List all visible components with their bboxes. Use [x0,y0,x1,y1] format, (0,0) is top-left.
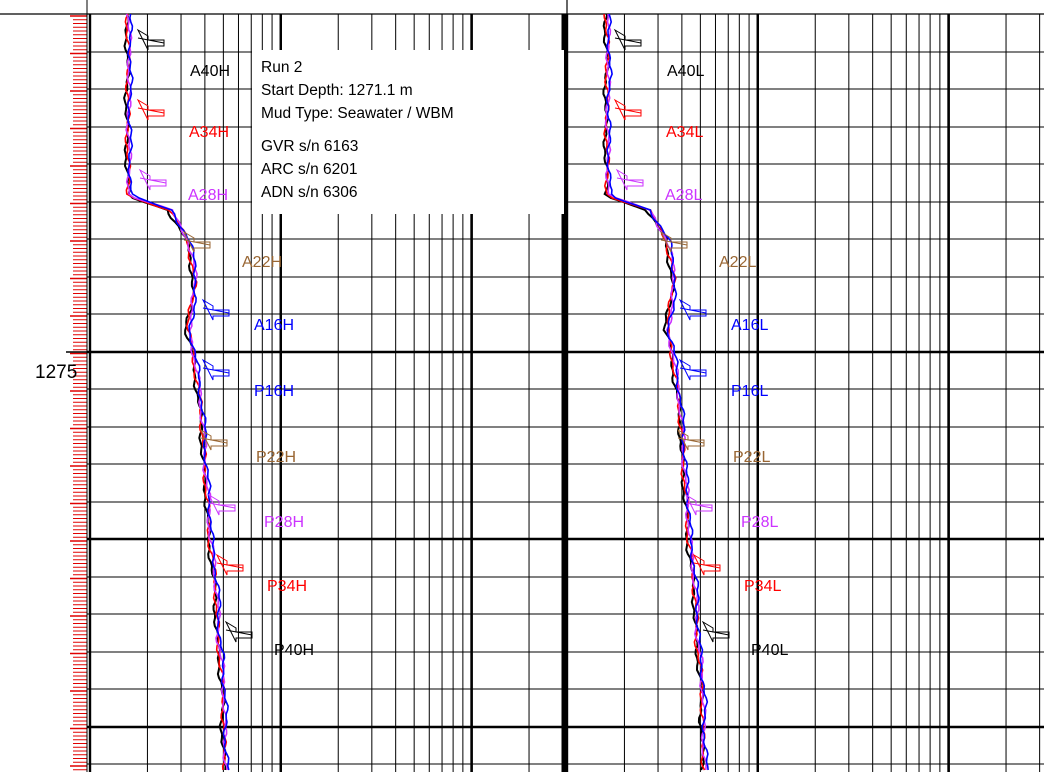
log-curve [605,13,709,771]
curve-label: P28L [741,514,778,531]
log-curve [602,13,706,771]
annotation-line: Run 2 [261,59,302,76]
curve-marker-line [679,367,707,374]
curve-marker-line [139,177,167,184]
curve-marker-line [660,239,688,246]
curve-label: P34H [267,578,307,595]
curve-marker-line [225,629,253,636]
curve-marker-line [685,502,713,509]
curve-label: A34H [189,124,229,141]
curve-label: A34L [666,124,703,141]
curve-label: P34L [744,578,781,595]
log-curve [126,13,230,771]
curve-label: A22H [242,254,282,271]
annotation-box: Run 2 Start Depth: 1271.1 m Mud Type: Se… [252,50,564,214]
curve-label: P40L [751,642,788,659]
annotation-line: Start Depth: 1271.1 m [261,82,413,99]
curve-marker-line [208,502,236,509]
curve-label: P22L [733,449,770,466]
curve-label: P40H [274,642,314,659]
log-curve [125,13,228,771]
depth-track [70,0,88,772]
curve-marker-line [693,562,721,569]
curve-label: P22H [256,449,296,466]
curve-marker-line [202,367,230,374]
curve-label: P16H [254,383,294,400]
curve-label: A22L [719,254,756,271]
curve-label: A40H [190,63,230,80]
annotation-line: ARC s/n 6201 [261,161,358,178]
annotation-line: GVR s/n 6163 [261,138,358,155]
curve-marker-line [702,629,730,636]
curve-marker-line [202,307,230,314]
curve-marker-line [616,177,644,184]
curve-label: P28H [264,514,304,531]
curve-marker-line [614,37,642,44]
curve-label: A40L [667,63,704,80]
curve-label: A28H [188,187,228,204]
curve-marker-line [216,562,244,569]
curve-marker-line [183,239,211,246]
curve-marker-line [679,307,707,314]
curve-labels: A40H A34H A28H A22H A16H P16H P22H P28H P34H P40H… [136,28,788,659]
annotation-line: Mud Type: Seawater / WBM [261,105,454,122]
annotation-line: ADN s/n 6306 [261,184,358,201]
curves [123,13,709,771]
curve-marker-line [677,437,705,444]
curve-marker-line [137,37,165,44]
depth-label: 1275 [35,362,77,383]
curve-marker-line [137,107,165,114]
curve-label: P16L [731,383,768,400]
curve-marker-line [614,107,642,114]
curve-label: A16H [254,317,294,334]
annotation-background [252,50,564,214]
curve-label: A28L [665,187,702,204]
curve-marker-line [200,437,228,444]
curve-label: A16L [731,317,768,334]
